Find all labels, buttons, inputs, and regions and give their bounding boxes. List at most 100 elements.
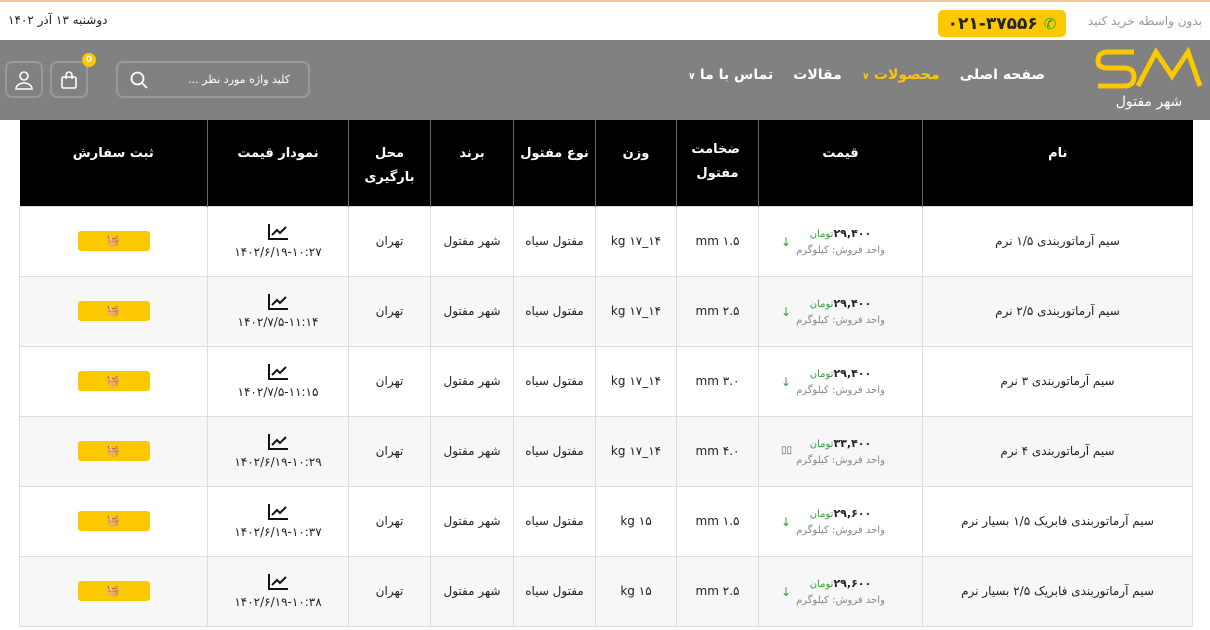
nav-menu: صفحه اصلی محصولات∨ مقالات تماس با ما∨ xyxy=(688,67,1045,83)
phone-button[interactable]: ۰۲۱-۳۷۵۵۶ ✆ xyxy=(938,10,1066,37)
price-chart-cell: ۱۴۰۲/۷/۵-۱۱:۱۴ xyxy=(207,275,349,347)
price-amount: ۲۹,۶۰۰ xyxy=(833,576,872,590)
line-chart-icon[interactable] xyxy=(267,363,289,381)
nav-products-label: محصولات xyxy=(873,67,940,83)
order-cell: 🧺 xyxy=(19,485,208,557)
price-cell: ۳۳,۴۰۰تومان واحد فروش: کیلوگرم ▯▯ xyxy=(758,415,923,487)
product-name[interactable]: سیم آرماتوربندی ۳ نرم xyxy=(922,345,1193,417)
currency: تومان xyxy=(809,578,834,590)
add-to-cart-button[interactable]: 🧺 xyxy=(77,581,150,601)
user-icon xyxy=(15,70,33,90)
add-to-cart-button[interactable]: 🧺 xyxy=(77,231,150,251)
price-value: ۳۳,۴۰۰تومان xyxy=(759,437,922,450)
add-to-cart-button[interactable]: 🧺 xyxy=(77,371,150,391)
wire-thickness: ۴.۰ mm xyxy=(676,415,759,487)
line-chart-icon[interactable] xyxy=(267,433,289,451)
price-amount: ۲۹,۴۰۰ xyxy=(833,226,872,240)
sale-unit: واحد فروش: کیلوگرم xyxy=(796,314,885,326)
search-icon[interactable] xyxy=(130,71,148,89)
basket-icon: 🧺 xyxy=(106,304,121,317)
wire-thickness: ۲.۵ mm xyxy=(676,555,759,627)
price-amount: ۳۳,۴۰۰ xyxy=(833,436,872,450)
loading-location: تهران xyxy=(348,275,431,347)
wire-thickness: ۱.۵ mm xyxy=(676,205,759,277)
price-chart-cell: ۱۴۰۲/۶/۱۹-۱۰:۲۹ xyxy=(207,415,349,487)
chevron-down-icon: ∨ xyxy=(861,71,870,82)
order-cell: 🧺 xyxy=(19,275,208,347)
weight: ۱۵ kg xyxy=(595,485,677,557)
price-date: ۱۴۰۲/۶/۱۹-۱۰:۲۹ xyxy=(234,455,322,469)
loading-location: تهران xyxy=(348,485,431,557)
sale-unit: واحد فروش: کیلوگرم xyxy=(796,594,885,606)
brand: شهر مفتول xyxy=(430,205,514,277)
chevron-down-icon: ∨ xyxy=(687,71,696,82)
search-placeholder: کلید واژه مورد نظر ... xyxy=(188,73,290,86)
line-chart-icon[interactable] xyxy=(267,223,289,241)
product-name[interactable]: سیم آرماتوربندی فابریک ۲/۵ بسیار نرم xyxy=(922,555,1193,627)
price-chart-cell: ۱۴۰۲/۶/۱۹-۱۰:۲۷ xyxy=(207,205,349,277)
column-header-weight: وزن xyxy=(595,120,677,206)
main-nav: شهر مفتول صفحه اصلی محصولات∨ مقالات تماس… xyxy=(0,40,1210,120)
account-button[interactable] xyxy=(5,61,43,98)
order-cell: 🧺 xyxy=(19,555,208,627)
nav-articles[interactable]: مقالات xyxy=(793,67,842,83)
price-cell: ۲۹,۶۰۰تومان واحد فروش: کیلوگرم ↓ xyxy=(758,485,923,557)
basket-icon: 🧺 xyxy=(106,444,121,457)
search-input[interactable]: کلید واژه مورد نظر ... xyxy=(116,61,310,98)
brand: شهر مفتول xyxy=(430,485,514,557)
line-chart-icon[interactable] xyxy=(267,293,289,311)
brand: شهر مفتول xyxy=(430,345,514,417)
loading-location: تهران xyxy=(348,205,431,277)
weight: ۱۴_۱۷ kg xyxy=(595,415,677,487)
order-cell: 🧺 xyxy=(19,345,208,417)
sale-unit: واحد فروش: کیلوگرم xyxy=(796,454,885,466)
price-date: ۱۴۰۲/۷/۵-۱۱:۱۴ xyxy=(237,315,319,329)
price-date: ۱۴۰۲/۶/۱۹-۱۰:۳۷ xyxy=(234,525,322,539)
price-value: ۲۹,۴۰۰تومان xyxy=(759,297,922,310)
nav-contact-label: تماس با ما xyxy=(699,67,774,83)
add-to-cart-button[interactable]: 🧺 xyxy=(77,301,150,321)
wire-thickness: ۱.۵ mm xyxy=(676,485,759,557)
column-header-location: محل بارگیری xyxy=(348,120,431,206)
add-to-cart-button[interactable]: 🧺 xyxy=(77,441,150,461)
price-date: ۱۴۰۲/۷/۵-۱۱:۱۵ xyxy=(237,385,319,399)
price-down-arrow-icon: ↓ xyxy=(781,374,792,389)
product-name[interactable]: سیم آرماتوربندی ۴ نرم xyxy=(922,415,1193,487)
nav-contact[interactable]: تماس با ما∨ xyxy=(688,67,774,83)
price-value: ۲۹,۴۰۰تومان xyxy=(759,227,922,240)
price-value: ۲۹,۶۰۰تومان xyxy=(759,577,922,590)
table-row: سیم آرماتوربندی فابریک ۱/۵ بسیار نرم ۲۹,… xyxy=(19,485,1193,557)
order-cell: 🧺 xyxy=(19,415,208,487)
svg-text:شهر مفتول: شهر مفتول xyxy=(1116,94,1183,110)
product-name[interactable]: سیم آرماتوربندی ۲/۵ نرم xyxy=(922,275,1193,347)
column-header-chart: نمودار قیمت xyxy=(207,120,349,206)
cart-button[interactable] xyxy=(50,61,88,98)
basket-icon: 🧺 xyxy=(106,584,121,597)
weight: ۱۴_۱۷ kg xyxy=(595,205,677,277)
price-flat-icon: ▯▯ xyxy=(781,444,793,456)
nav-home[interactable]: صفحه اصلی xyxy=(959,67,1045,83)
loading-location: تهران xyxy=(348,345,431,417)
basket-icon: 🧺 xyxy=(106,514,121,527)
line-chart-icon[interactable] xyxy=(267,573,289,591)
shopping-bag-icon xyxy=(61,70,77,89)
price-amount: ۲۹,۴۰۰ xyxy=(833,296,872,310)
nav-products[interactable]: محصولات∨ xyxy=(862,67,940,83)
line-chart-icon[interactable] xyxy=(267,503,289,521)
price-cell: ۲۹,۴۰۰تومان واحد فروش: کیلوگرم ↓ xyxy=(758,345,923,417)
product-name[interactable]: سیم آرماتوربندی فابریک ۱/۵ بسیار نرم xyxy=(922,485,1193,557)
price-amount: ۲۹,۴۰۰ xyxy=(833,366,872,380)
site-logo[interactable]: شهر مفتول xyxy=(1094,46,1204,112)
add-to-cart-button[interactable]: 🧺 xyxy=(77,511,150,531)
column-header-thickness: ضخامت مفتول xyxy=(676,120,759,206)
price-value: ۲۹,۴۰۰تومان xyxy=(759,367,922,380)
price-down-arrow-icon: ↓ xyxy=(781,514,792,529)
wire-type: مفتول سیاه xyxy=(513,205,596,277)
basket-icon: 🧺 xyxy=(106,374,121,387)
sale-unit: واحد فروش: کیلوگرم xyxy=(796,384,885,396)
brand: شهر مفتول xyxy=(430,415,514,487)
cart-count-badge: 0 xyxy=(82,53,96,67)
order-cell: 🧺 xyxy=(19,205,208,277)
product-name[interactable]: سیم آرماتوربندی ۱/۵ نرم xyxy=(922,205,1193,277)
brand: شهر مفتول xyxy=(430,555,514,627)
